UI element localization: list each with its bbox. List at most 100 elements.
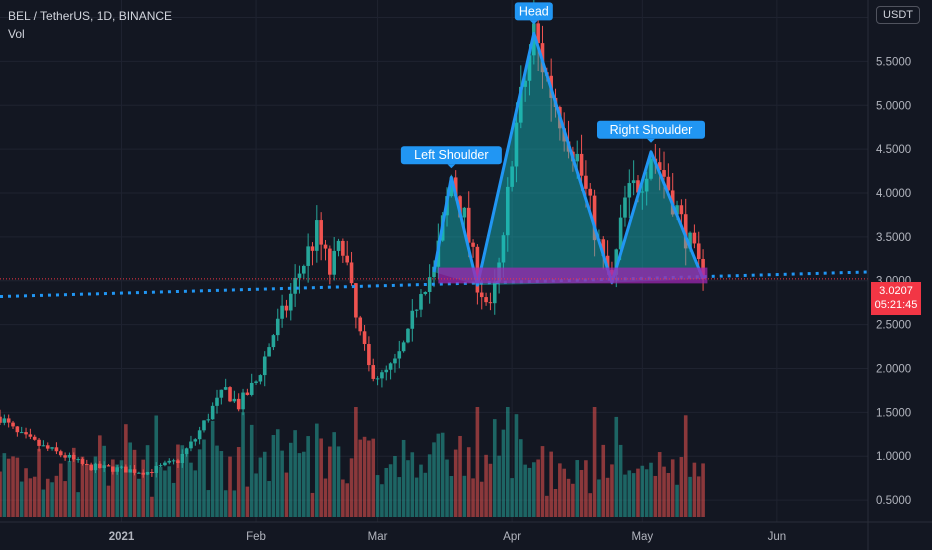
candle-body: [232, 398, 237, 402]
volume-bar: [497, 455, 501, 517]
volume-bar: [150, 496, 154, 517]
candle-body: [102, 465, 106, 469]
candle-body: [228, 387, 232, 402]
x-tick-label: May: [631, 531, 653, 543]
volume-bar: [579, 469, 584, 517]
candle-body: [37, 439, 41, 446]
candle-body: [688, 232, 692, 249]
volume-bar: [267, 481, 271, 517]
volume-bar: [180, 445, 185, 517]
volume-bar: [163, 470, 167, 517]
volume-bar: [453, 449, 458, 517]
x-tick-label: Feb: [246, 531, 266, 543]
candle-body: [675, 205, 679, 215]
volume-bar: [436, 433, 441, 517]
candle-body: [141, 472, 146, 475]
volume-bar: [601, 444, 606, 517]
volume-bar: [258, 457, 263, 517]
volume-bar: [575, 460, 580, 517]
candle-body: [397, 351, 402, 359]
volume-bar: [297, 453, 302, 517]
volume-bar: [488, 463, 493, 517]
candle-body: [479, 292, 484, 298]
candle-body: [76, 459, 80, 461]
volume-bar: [627, 470, 632, 517]
volume-bar: [432, 442, 436, 517]
candle-body: [267, 347, 271, 357]
volume-bar: [605, 477, 610, 517]
volume-bar: [540, 446, 545, 517]
volume-bar: [527, 467, 532, 517]
candle-body: [380, 372, 384, 379]
volume-bar: [158, 466, 163, 517]
candle-body: [163, 462, 167, 466]
currency-button[interactable]: USDT: [876, 6, 920, 24]
candle-body: [315, 220, 319, 251]
volume-indicator-label[interactable]: Vol: [8, 27, 25, 41]
pattern-fill: [477, 33, 612, 286]
candle-body: [336, 240, 341, 251]
volume-bar: [384, 467, 389, 517]
volume-bar: [323, 478, 328, 517]
volume-bar: [584, 460, 588, 517]
annotation-label: Left Shoulder: [414, 148, 488, 162]
volume-bar: [462, 475, 467, 517]
candle-body: [275, 318, 280, 336]
volume-bar: [2, 453, 7, 517]
candle-body: [341, 240, 345, 256]
last-price-value: 3.0207: [879, 285, 913, 297]
candle-body: [93, 463, 98, 471]
candle-body: [154, 465, 159, 473]
x-tick-label: Apr: [503, 531, 521, 543]
volume-bar: [45, 478, 50, 517]
candle-body: [328, 248, 332, 275]
annotation-bubble: [514, 2, 553, 21]
volume-bar: [397, 477, 402, 517]
annotation-pointer: [647, 138, 655, 143]
annotation-label: Right Shoulder: [610, 123, 693, 137]
candle-body: [484, 297, 488, 303]
candle-body: [11, 422, 15, 427]
volume-bar: [128, 442, 132, 517]
volume-bar: [293, 430, 297, 517]
volume-bar: [662, 466, 666, 517]
volume-bar: [466, 447, 471, 517]
candle-body: [623, 197, 627, 218]
volume-bar: [176, 444, 180, 517]
candle-body: [371, 365, 376, 379]
candle-body: [354, 283, 358, 318]
candle-body: [627, 183, 632, 198]
volume-bar: [28, 478, 33, 517]
volume-bar: [406, 460, 410, 517]
candle-body: [63, 455, 67, 458]
volume-bar: [197, 449, 202, 517]
volume-bar: [202, 439, 206, 517]
volume-bar: [597, 479, 601, 517]
candle-body: [67, 454, 72, 458]
volume-bar: [631, 473, 636, 517]
candle-body: [184, 448, 189, 454]
candle-body: [601, 239, 606, 256]
candle-body: [319, 220, 323, 245]
candle-body: [98, 463, 102, 469]
candle-body: [284, 305, 289, 311]
volume-bar: [458, 435, 462, 517]
candle-body: [128, 469, 132, 473]
candle-body: [349, 262, 354, 284]
candle-body: [679, 205, 684, 215]
candle-body: [145, 472, 150, 475]
head-and-shoulders-pattern: Left Shoulder Head Right Shoulder: [0, 2, 869, 299]
volume-bar: [102, 445, 106, 517]
volume-bar: [275, 429, 280, 517]
neckline-zone: [438, 267, 708, 284]
candle-body: [605, 255, 610, 270]
volume-bars: [0, 407, 705, 517]
candle-body: [58, 451, 63, 456]
volume-bar: [640, 465, 645, 517]
neckline-extension: [0, 270, 869, 299]
candle-body: [180, 453, 185, 463]
candle-body: [223, 387, 228, 390]
volume-bar: [592, 407, 597, 517]
volume-bar: [410, 452, 415, 517]
